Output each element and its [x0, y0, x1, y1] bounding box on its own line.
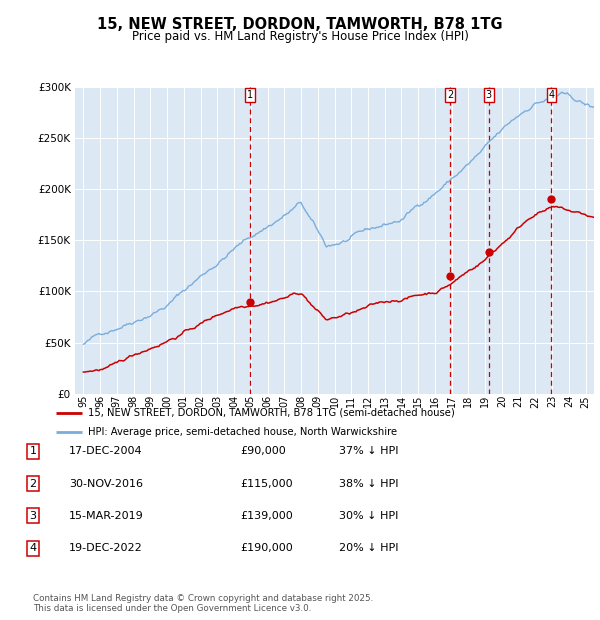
Text: 30% ↓ HPI: 30% ↓ HPI [339, 511, 398, 521]
Text: 3: 3 [485, 90, 492, 100]
Text: 4: 4 [29, 543, 37, 553]
Text: £90,000: £90,000 [240, 446, 286, 456]
Text: 15, NEW STREET, DORDON, TAMWORTH, B78 1TG: 15, NEW STREET, DORDON, TAMWORTH, B78 1T… [97, 17, 503, 32]
Text: Contains HM Land Registry data © Crown copyright and database right 2025.: Contains HM Land Registry data © Crown c… [33, 593, 373, 603]
Text: 3: 3 [29, 511, 37, 521]
Text: 38% ↓ HPI: 38% ↓ HPI [339, 479, 398, 489]
Text: 4: 4 [548, 90, 554, 100]
Text: 15-MAR-2019: 15-MAR-2019 [69, 511, 144, 521]
Text: 1: 1 [29, 446, 37, 456]
Text: 2: 2 [447, 90, 454, 100]
Text: This data is licensed under the Open Government Licence v3.0.: This data is licensed under the Open Gov… [33, 603, 311, 613]
Text: 1: 1 [247, 90, 253, 100]
Text: 19-DEC-2022: 19-DEC-2022 [69, 543, 143, 553]
Text: £115,000: £115,000 [240, 479, 293, 489]
Text: 15, NEW STREET, DORDON, TAMWORTH, B78 1TG (semi-detached house): 15, NEW STREET, DORDON, TAMWORTH, B78 1T… [88, 407, 454, 417]
Text: 30-NOV-2016: 30-NOV-2016 [69, 479, 143, 489]
Text: 20% ↓ HPI: 20% ↓ HPI [339, 543, 398, 553]
Text: 37% ↓ HPI: 37% ↓ HPI [339, 446, 398, 456]
Text: £190,000: £190,000 [240, 543, 293, 553]
Text: 17-DEC-2004: 17-DEC-2004 [69, 446, 143, 456]
Text: Price paid vs. HM Land Registry's House Price Index (HPI): Price paid vs. HM Land Registry's House … [131, 30, 469, 43]
Text: £139,000: £139,000 [240, 511, 293, 521]
Text: HPI: Average price, semi-detached house, North Warwickshire: HPI: Average price, semi-detached house,… [88, 427, 397, 437]
Text: 2: 2 [29, 479, 37, 489]
